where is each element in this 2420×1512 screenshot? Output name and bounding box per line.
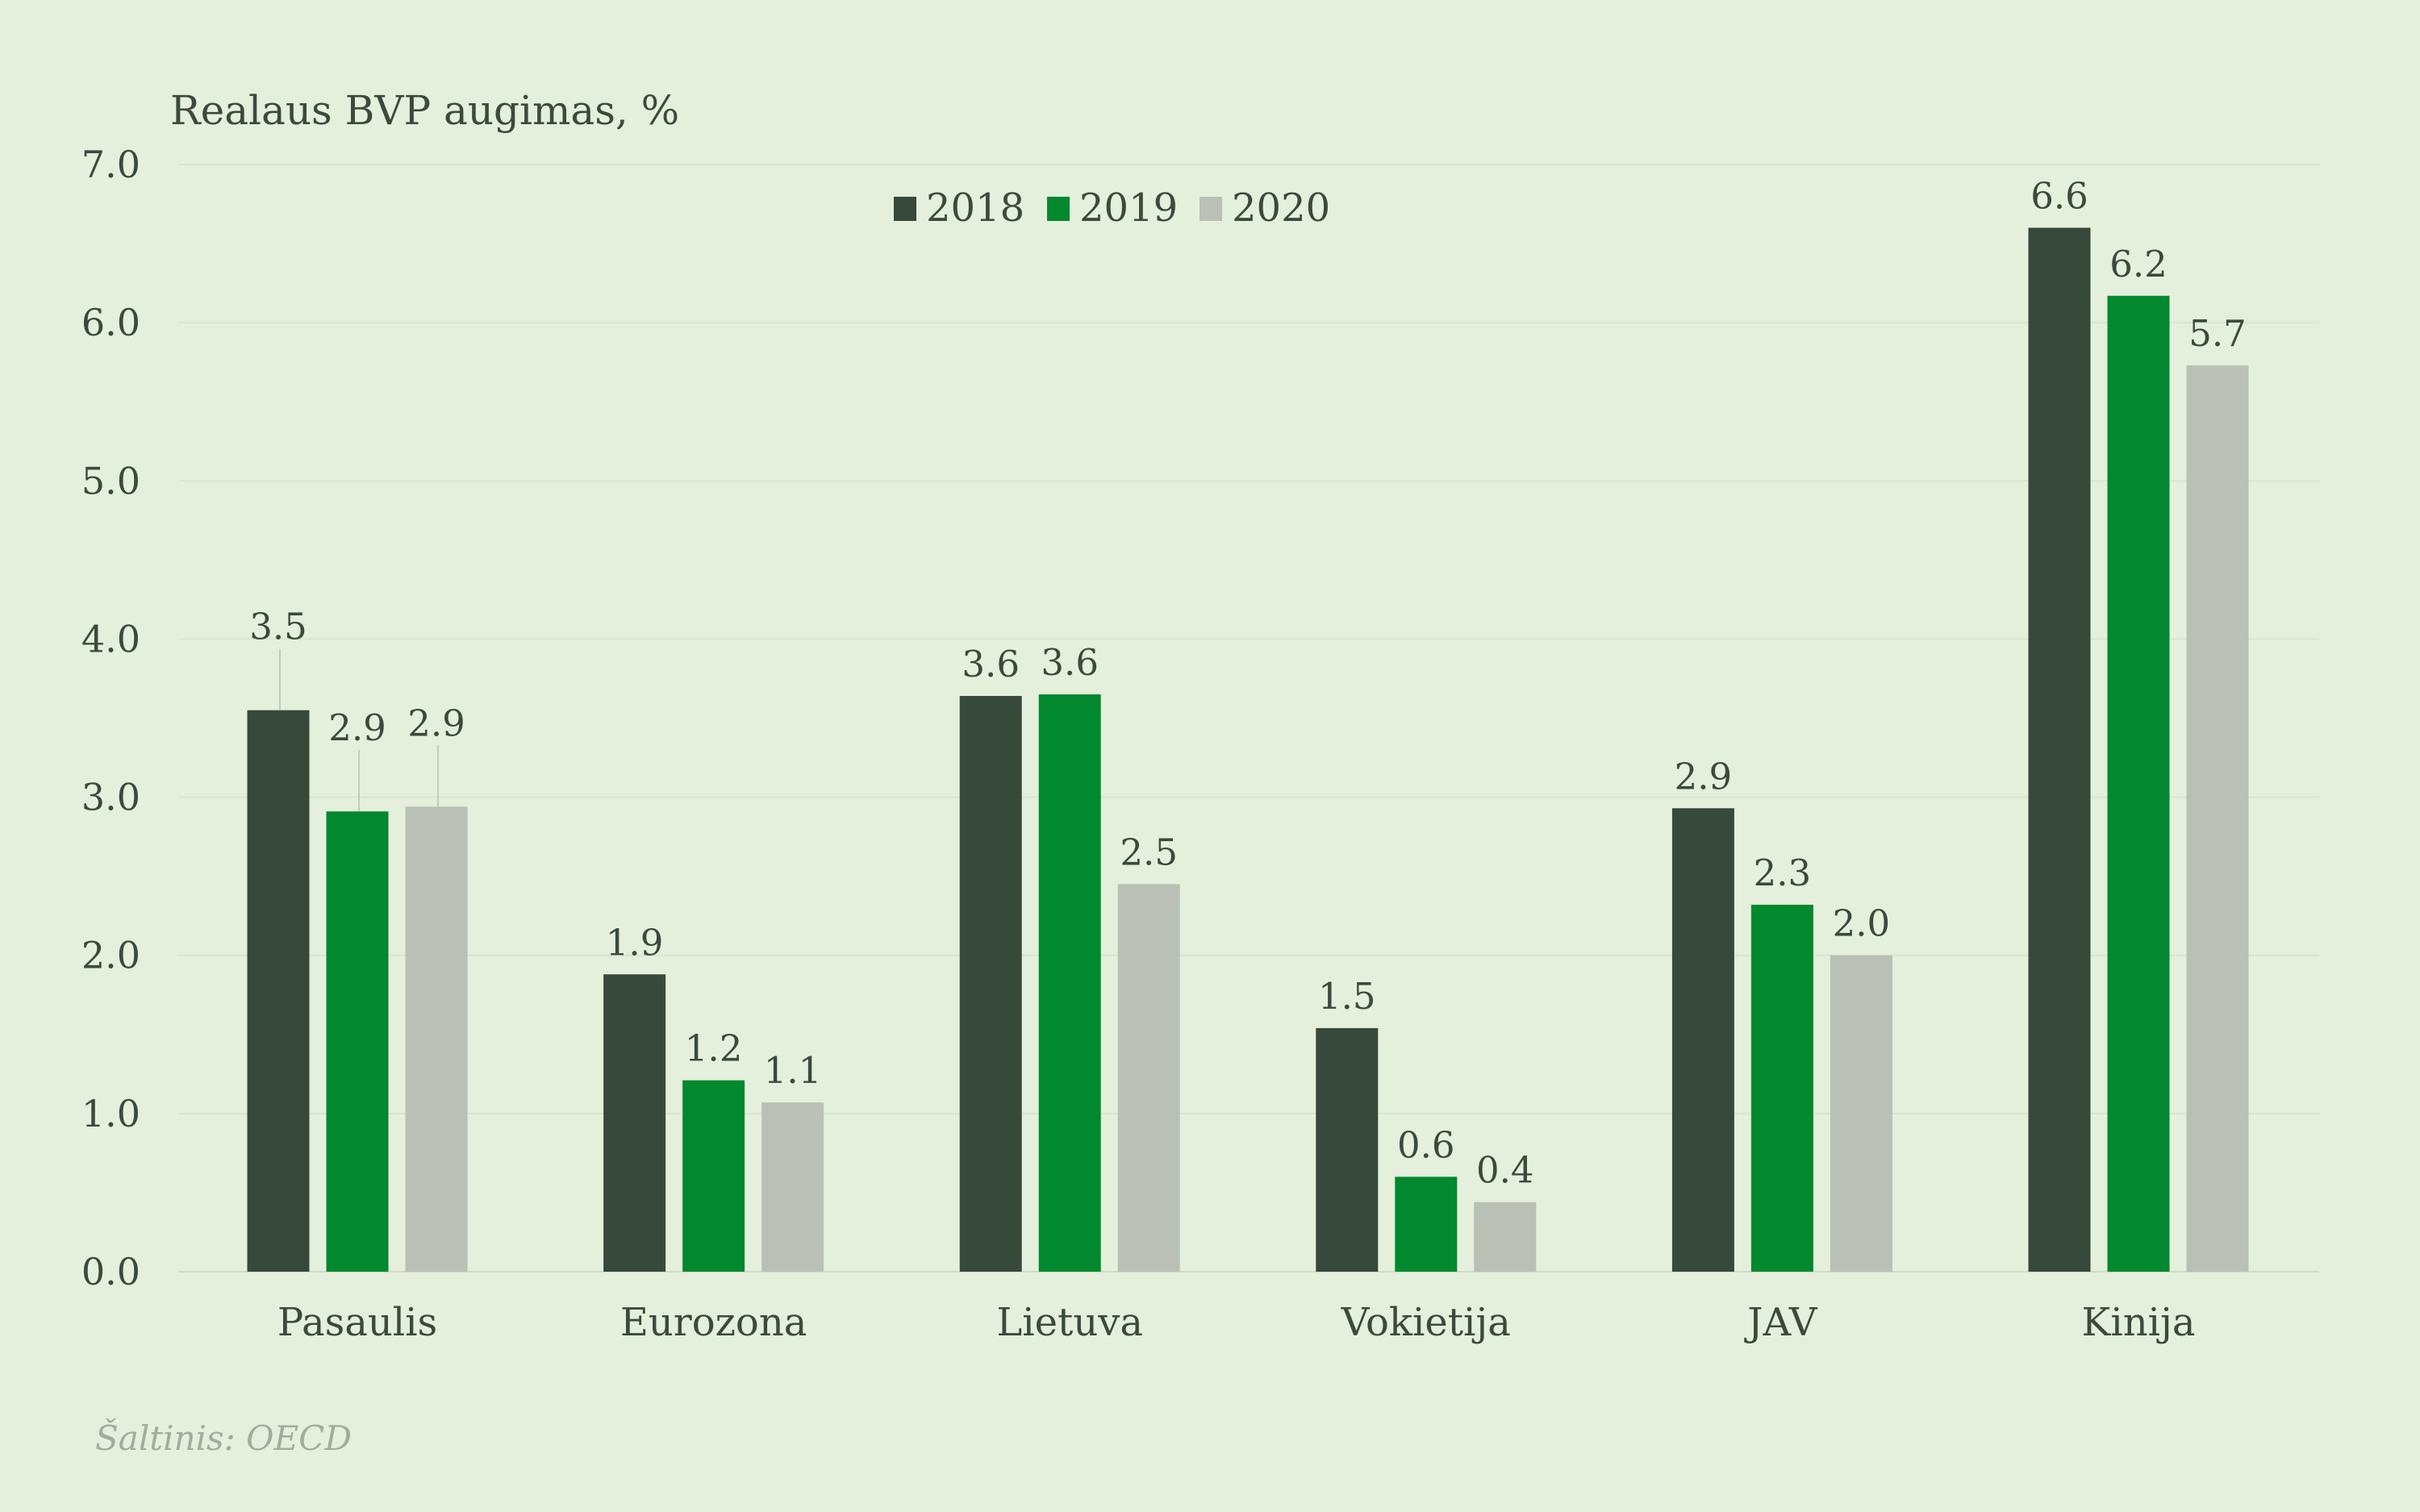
- y-tick-label: 3.0: [81, 776, 140, 819]
- bar-2020-eurozona: [761, 1102, 824, 1272]
- y-tick-label: 5.0: [81, 459, 140, 502]
- legend-label-2019: 2019: [1079, 185, 1178, 231]
- bar-2019-pasaulis: [326, 811, 389, 1272]
- bar-2018-lietuva: [959, 696, 1022, 1272]
- data-label: 2.9: [1675, 755, 1733, 798]
- legend-swatch-2018: [894, 197, 916, 221]
- y-tick-label: 6.0: [81, 301, 140, 344]
- data-label: 6.2: [2109, 243, 2168, 285]
- data-label: 2.3: [1754, 852, 1812, 894]
- data-label: 3.6: [962, 643, 1020, 685]
- data-label: 0.6: [1397, 1123, 1455, 1166]
- x-tick-label: Kinija: [2082, 1300, 2196, 1345]
- y-tick-label: 0.0: [81, 1250, 140, 1293]
- legend-label-2020: 2020: [1232, 185, 1330, 231]
- x-tick-label: Eurozona: [620, 1300, 807, 1345]
- data-label: 1.5: [1318, 975, 1376, 1018]
- x-tick-label: JAV: [1743, 1300, 1818, 1345]
- bar-2018-eurozona: [603, 974, 666, 1272]
- x-axis-ticks: Pasaulis Eurozona Lietuva Vokietija JAV Kinij…: [277, 1300, 2196, 1345]
- bar-2019-kinija: [2107, 295, 2170, 1272]
- bar-2020-lietuva: [1117, 884, 1180, 1272]
- bar-2018-pasaulis: [247, 710, 310, 1272]
- bar-2018-vokietija: [1316, 1027, 1379, 1272]
- legend-label-2018: 2018: [926, 185, 1024, 231]
- data-label: 0.4: [1476, 1149, 1534, 1192]
- y-axis-title: Realaus BVP augimas, %: [170, 87, 679, 134]
- x-tick-label: Lietuva: [996, 1300, 1143, 1345]
- y-axis-ticks: 0.0 1.0 2.0 3.0 4.0 5.0 6.0 7.0: [81, 143, 140, 1293]
- legend-swatch-2020: [1200, 197, 1222, 221]
- bar-2018-jav: [1671, 808, 1734, 1272]
- data-label: 3.6: [1041, 641, 1099, 684]
- data-label: 3.5: [249, 606, 307, 648]
- x-tick-label: Vokietija: [1341, 1300, 1511, 1345]
- y-tick-label: 1.0: [81, 1092, 140, 1135]
- legend-swatch-2019: [1047, 197, 1070, 221]
- data-label: 2.5: [1120, 831, 1178, 873]
- bars: [247, 227, 2249, 1272]
- bar-2020-vokietija: [1474, 1202, 1537, 1272]
- bar-2019-vokietija: [1395, 1177, 1458, 1272]
- bar-2019-lietuva: [1038, 694, 1101, 1272]
- data-label: 2.9: [407, 702, 465, 744]
- y-tick-label: 7.0: [81, 143, 140, 186]
- gridlines: [179, 164, 2319, 1272]
- bar-2020-jav: [1830, 955, 1892, 1272]
- data-label: 2.0: [1833, 902, 1891, 945]
- bar-2019-jav: [1750, 904, 1813, 1272]
- data-label: 1.1: [764, 1049, 822, 1092]
- data-label: 1.9: [606, 921, 664, 964]
- data-label: 6.6: [2030, 174, 2088, 217]
- y-tick-label: 4.0: [81, 617, 140, 660]
- bar-2019-eurozona: [682, 1080, 745, 1272]
- data-label: 2.9: [328, 706, 386, 749]
- x-tick-label: Pasaulis: [277, 1300, 437, 1345]
- bar-2020-kinija: [2186, 365, 2249, 1272]
- bar-2020-pasaulis: [405, 806, 468, 1272]
- data-label: 5.7: [2188, 312, 2247, 355]
- bar-2018-kinija: [2028, 227, 2091, 1272]
- data-label: 1.2: [685, 1027, 743, 1070]
- source-note: Šaltinis: OECD: [95, 1418, 352, 1458]
- data-labels: 3.5 2.9 2.9 1.9 1.2 1.1 3.6 3.6 2.5 1.5 0.6 0.4 2.9 2…: [249, 174, 2247, 1191]
- legend: 2018 2019 2020: [894, 185, 1330, 231]
- y-tick-label: 2.0: [81, 934, 140, 977]
